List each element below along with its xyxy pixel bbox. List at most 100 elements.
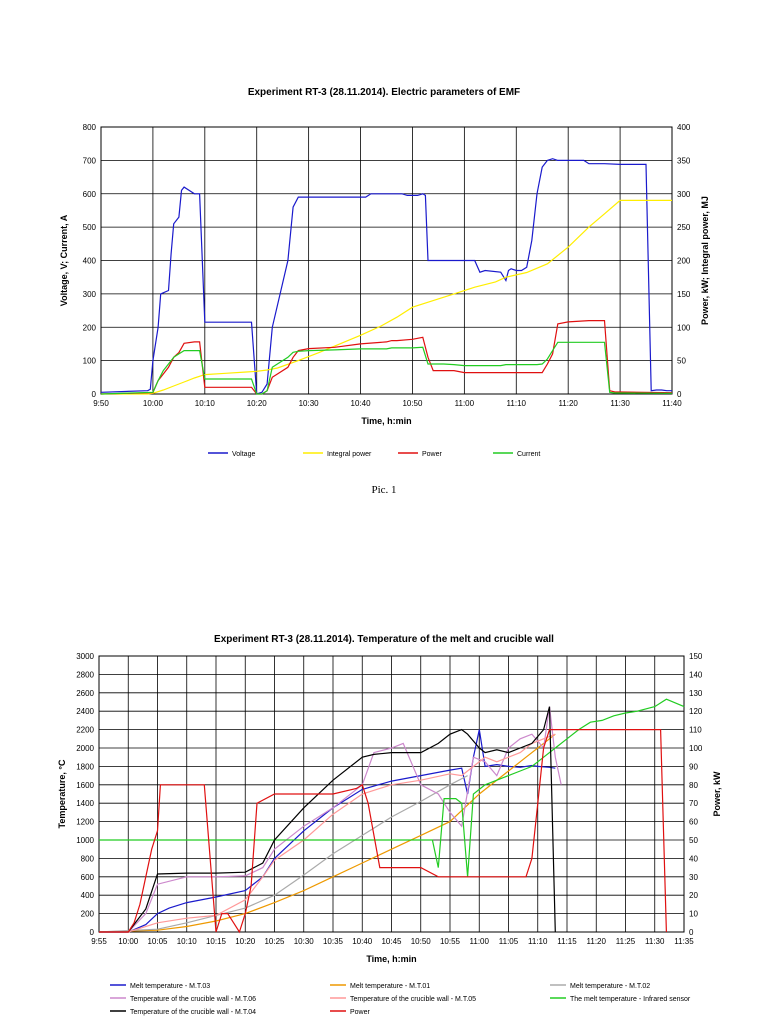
x-tick-label: 10:10 (177, 937, 198, 946)
x-tick-label: 11:35 (674, 937, 694, 946)
y2-tick-label: 50 (677, 357, 686, 366)
y2-tick-label: 100 (677, 323, 691, 332)
y-tick-label: 1800 (76, 762, 94, 771)
legend-label: Integral power (327, 451, 372, 458)
figure-caption: Pic. 1 (371, 484, 397, 496)
y2-tick-label: 70 (689, 799, 698, 808)
y2-tick-label: 200 (677, 257, 691, 266)
y2-tick-label: 50 (689, 836, 698, 845)
x-tick-label: 10:35 (323, 937, 344, 946)
legend-label: Melt temperature - M.T.03 (130, 983, 210, 990)
series-line (98, 775, 468, 933)
legend-label: Power (422, 451, 443, 458)
y2-tick-label: 10 (689, 910, 698, 919)
x-tick-label: 10:20 (247, 399, 268, 408)
y-tick-label: 800 (81, 854, 95, 863)
x-axis-label: Time, h:min (366, 954, 416, 964)
x-tick-label: 10:05 (147, 937, 168, 946)
y-tick-label: 300 (83, 290, 97, 299)
y2-tick-label: 80 (689, 781, 698, 790)
y-tick-label: 2400 (76, 707, 94, 716)
y-tick-label: 0 (92, 390, 97, 399)
chart-title-electric: Experiment RT-3 (28.11.2014). Electric p… (247, 87, 521, 98)
legend-label: Melt temperature - M.T.01 (350, 983, 430, 990)
x-tick-label: 10:40 (351, 399, 372, 408)
y-tick-label: 2000 (76, 744, 94, 753)
x-tick-label: 10:50 (402, 399, 423, 408)
legend-label: Temperature of the crucible wall - M.T.0… (130, 996, 256, 1003)
y-tick-label: 3000 (76, 652, 94, 661)
x-tick-label: 10:20 (235, 937, 256, 946)
y-tick-label: 0 (90, 928, 95, 937)
y2-axis-label: Power, kW (712, 771, 722, 817)
legend-label: Melt temperature - M.T.02 (570, 983, 650, 990)
x-tick-label: 10:00 (143, 399, 164, 408)
y-tick-label: 200 (81, 910, 95, 919)
y-tick-label: 1400 (76, 799, 94, 808)
x-tick-label: 11:00 (470, 937, 490, 946)
x-tick-label: 9:55 (91, 937, 107, 946)
x-tick-label: 10:25 (264, 937, 285, 946)
y2-tick-label: 0 (689, 928, 694, 937)
y2-tick-label: 120 (689, 707, 703, 716)
y-tick-label: 2600 (76, 689, 94, 698)
y2-tick-label: 110 (689, 726, 702, 735)
y-tick-label: 400 (83, 257, 97, 266)
series-line (100, 320, 673, 395)
y2-tick-label: 60 (689, 818, 698, 827)
legend-label: Temperature of the crucible wall - M.T.0… (350, 996, 476, 1003)
legend-label: Voltage (232, 451, 255, 458)
series-line (100, 341, 673, 395)
legend-label: Temperature of the crucible wall - M.T.0… (130, 1009, 256, 1016)
x-tick-label: 11:30 (645, 937, 665, 946)
x-tick-label: 11:15 (557, 937, 577, 946)
y-tick-label: 800 (83, 123, 97, 132)
y2-tick-label: 90 (689, 762, 698, 771)
x-tick-label: 11:00 (455, 399, 475, 408)
y-tick-label: 1600 (76, 781, 94, 790)
y-tick-label: 400 (81, 891, 95, 900)
y-tick-label: 2200 (76, 726, 94, 735)
y2-tick-label: 40 (689, 854, 698, 863)
x-tick-label: 11:10 (507, 399, 527, 408)
y-tick-label: 200 (83, 323, 97, 332)
x-tick-label: 10:10 (195, 399, 216, 408)
y-tick-label: 500 (83, 223, 97, 232)
x-tick-label: 11:25 (616, 937, 636, 946)
y-tick-label: 600 (81, 873, 95, 882)
y2-tick-label: 400 (677, 123, 691, 132)
x-tick-label: 11:30 (610, 399, 630, 408)
chart-electric-parameters: 0 100 200 300 400 500 600 700 800 0 50 100 150 200 250… (59, 123, 710, 458)
x-tick-label: 10:15 (206, 937, 227, 946)
y2-tick-label: 350 (677, 156, 691, 165)
y-tick-label: 2800 (76, 670, 94, 679)
y2-tick-label: 150 (677, 290, 691, 299)
x-tick-label: 11:05 (499, 937, 519, 946)
series-line (98, 733, 556, 933)
series-line (100, 158, 672, 395)
y2-tick-label: 130 (689, 689, 703, 698)
y2-tick-label: 0 (677, 390, 682, 399)
x-tick-label: 10:50 (411, 937, 432, 946)
y2-tick-label: 300 (677, 190, 691, 199)
y-tick-label: 1200 (76, 818, 94, 827)
y2-tick-label: 30 (689, 873, 698, 882)
y2-tick-label: 140 (689, 670, 703, 679)
y-tick-label: 700 (83, 156, 97, 165)
y-tick-label: 1000 (76, 836, 94, 845)
y-tick-label: 100 (83, 357, 97, 366)
series-line (99, 706, 556, 933)
x-tick-label: 11:20 (587, 937, 607, 946)
x-axis-label: Time, h:min (361, 416, 411, 426)
y2-tick-label: 250 (677, 223, 691, 232)
series-line (99, 728, 667, 934)
x-tick-label: 10:55 (440, 937, 461, 946)
series-line (99, 706, 562, 933)
x-tick-label: 11:40 (662, 399, 682, 408)
x-tick-label: 10:45 (381, 937, 402, 946)
y2-axis-label: Power, kW; Integral power, MJ (700, 196, 710, 325)
y-axis-label: Voltage, V; Current, A (59, 214, 69, 306)
y2-tick-label: 20 (689, 891, 698, 900)
x-tick-label: 10:30 (294, 937, 315, 946)
